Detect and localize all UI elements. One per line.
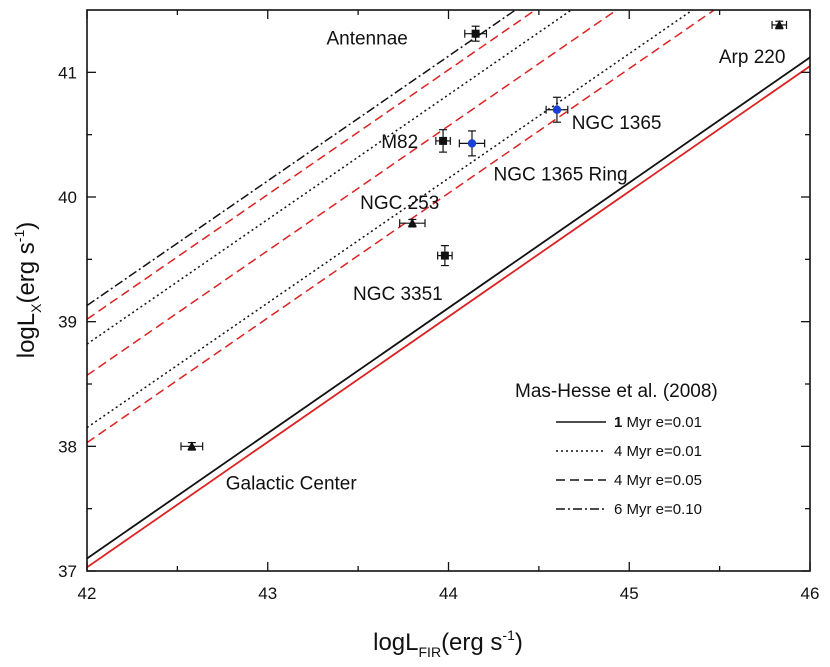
points-layer <box>180 19 788 451</box>
point-label-ngc-3351: NGC 3351 <box>353 284 443 305</box>
x-axis-title-sub: FIR <box>419 644 442 660</box>
legend-label-text-part: 6 Myr e=0.10 <box>614 501 702 518</box>
y-axis-title-unit-start: (erg s <box>13 242 40 303</box>
y-tick-label: 41 <box>58 63 77 82</box>
x-axis-title-unit-end: ) <box>515 629 523 656</box>
point-label-galactic-center: Galactic Center <box>226 473 358 494</box>
y-axis-title-main: logL <box>13 313 40 358</box>
triangle-marker <box>187 441 197 450</box>
series-line-1-myr-e-0-01 <box>87 56 810 560</box>
x-axis-title-unit-start: (erg s <box>441 629 502 656</box>
point-label-ngc-253: NGC 253 <box>360 193 439 214</box>
y-tick-label: 37 <box>58 562 77 581</box>
series-line-6-myr-e-0-10 <box>87 10 517 307</box>
circle-marker <box>552 105 562 114</box>
x-tick-label: 44 <box>439 584 458 603</box>
series-line-6-myr-e-0-10-red <box>87 10 537 320</box>
legend-label-text-part: 4 Myr e=0.01 <box>614 443 702 460</box>
point-label-m82: M82 <box>381 132 418 153</box>
legend: Mas-Hesse et al. (2008) 1 Myr e=0.01 4 My… <box>515 381 718 518</box>
x-tick-label: 46 <box>801 584 820 603</box>
data-point-ngc-253 <box>399 218 426 228</box>
series-line-4-myr-e-0-01-red <box>87 10 716 444</box>
x-tick-label: 45 <box>620 584 639 603</box>
data-point-arp-220 <box>771 19 788 30</box>
series-line-4-myr-e-0-05-red <box>87 10 618 376</box>
legend-title: Mas-Hesse et al. (2008) <box>515 381 718 402</box>
y-tick-label: 40 <box>58 188 77 207</box>
y-axis-title-unit-end: ) <box>13 222 40 230</box>
x-axis-title: logLFIR(erg s-1) <box>373 627 523 660</box>
x-tick-label: 42 <box>78 584 97 603</box>
legend-label-1: 1 Myr e=0.01 <box>614 414 702 431</box>
square-marker <box>440 251 449 260</box>
series-layer <box>87 10 810 569</box>
triangle-marker <box>774 19 784 29</box>
y-axis-title-sub: X <box>28 303 44 313</box>
square-marker <box>439 136 448 145</box>
legend-label-4: 6 Myr e=0.10 <box>614 501 702 518</box>
series-line-4-myr-e-0-01 <box>87 10 694 429</box>
x-tick-label: 43 <box>258 584 277 603</box>
point-label-arp-220: Arp 220 <box>719 47 786 68</box>
legend-label-bold-part: 1 <box>614 414 622 431</box>
legend-label-text-part: 4 Myr e=0.05 <box>614 472 702 489</box>
triangle-marker <box>407 218 417 227</box>
data-point-galactic-center <box>180 441 204 451</box>
data-point-ngc-3351 <box>437 245 453 267</box>
series-line-4-myr-e-0-05 <box>87 10 573 345</box>
series-line-1-myr-e-0-01-red <box>87 65 810 569</box>
point-label-antennae: Antennae <box>326 28 407 49</box>
square-marker <box>471 29 480 38</box>
y-tick-label: 39 <box>58 313 77 332</box>
point-label-ngc-1365-ring: NGC 1365 Ring <box>494 164 628 185</box>
point-label-ngc-1365: NGC 1365 <box>572 113 662 134</box>
data-point-ngc-1365-ring <box>458 130 486 157</box>
labels-layer: Antennae Arp 220 M82 NGC 1365 NGC 1365 Ring N… <box>226 28 786 494</box>
legend-label-text-part: Myr e=0.01 <box>622 414 702 431</box>
data-point-m82 <box>435 129 451 153</box>
circle-marker <box>467 139 477 148</box>
x-axis-title-sup: -1 <box>502 627 515 643</box>
legend-label-2: 4 Myr e=0.01 <box>614 443 702 460</box>
y-axis-title: logLX(erg s-1) <box>11 222 44 359</box>
ticks: 42 43 44 45 46 37 38 39 40 41 <box>58 10 819 603</box>
y-tick-label: 38 <box>58 437 77 456</box>
x-axis-title-main: logL <box>373 629 418 656</box>
y-axis-title-sup: -1 <box>11 230 27 243</box>
legend-label-3: 4 Myr e=0.05 <box>614 472 702 489</box>
data-point-ngc-1365 <box>545 96 569 123</box>
data-point-antennae <box>464 25 488 42</box>
